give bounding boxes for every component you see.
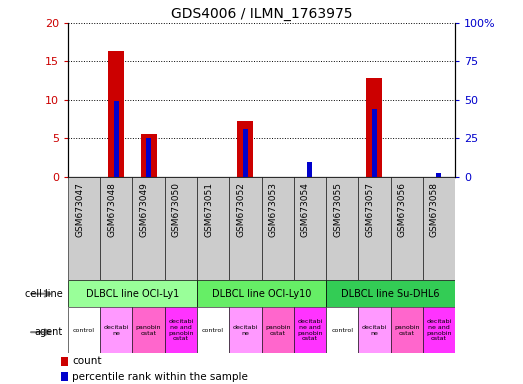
Bar	[366, 78, 382, 177]
Text: decitabi
ne and
panobin
ostat: decitabi ne and panobin ostat	[297, 319, 323, 341]
Bar	[326, 280, 455, 307]
Bar	[358, 307, 391, 353]
Text: GSM673053: GSM673053	[269, 182, 278, 237]
Text: DLBCL line OCI-Ly10: DLBCL line OCI-Ly10	[212, 289, 311, 299]
Text: count: count	[72, 356, 102, 366]
Text: percentile rank within the sample: percentile rank within the sample	[72, 372, 248, 382]
Text: GSM673048: GSM673048	[107, 182, 116, 237]
Text: DLBCL line OCI-Ly1: DLBCL line OCI-Ly1	[86, 289, 179, 299]
Text: decitabi
ne: decitabi ne	[362, 325, 387, 336]
Bar	[68, 280, 197, 307]
Text: decitabi
ne and
panobin
ostat: decitabi ne and panobin ostat	[168, 319, 194, 341]
Text: GSM673050: GSM673050	[172, 182, 181, 237]
Bar	[391, 307, 423, 353]
Bar	[437, 173, 441, 177]
Bar	[391, 177, 423, 280]
Bar	[262, 177, 294, 280]
Bar	[294, 177, 326, 280]
Text: control: control	[331, 328, 353, 333]
Text: cell line: cell line	[25, 289, 63, 299]
Bar	[197, 177, 229, 280]
Text: agent: agent	[35, 327, 63, 337]
Bar	[423, 177, 455, 280]
Bar	[326, 177, 358, 280]
Bar	[197, 307, 229, 353]
Text: GSM673057: GSM673057	[366, 182, 374, 237]
Bar	[326, 307, 358, 353]
Text: GSM673051: GSM673051	[204, 182, 213, 237]
Text: GSM673047: GSM673047	[75, 182, 84, 237]
Text: control: control	[202, 328, 224, 333]
Bar	[68, 307, 100, 353]
Text: decitabi
ne: decitabi ne	[233, 325, 258, 336]
Text: panobin
ostat: panobin ostat	[394, 325, 419, 336]
Bar	[132, 177, 165, 280]
Bar	[61, 357, 69, 366]
Title: GDS4006 / ILMN_1763975: GDS4006 / ILMN_1763975	[170, 7, 353, 21]
Text: decitabi
ne and
panobin
ostat: decitabi ne and panobin ostat	[426, 319, 452, 341]
Text: panobin
ostat: panobin ostat	[136, 325, 162, 336]
Bar	[423, 307, 455, 353]
Text: DLBCL line Su-DHL6: DLBCL line Su-DHL6	[341, 289, 440, 299]
Text: GSM673056: GSM673056	[397, 182, 407, 237]
Text: decitabi
ne: decitabi ne	[104, 325, 129, 336]
Text: control: control	[73, 328, 95, 333]
Text: GSM673049: GSM673049	[140, 182, 149, 237]
Text: panobin
ostat: panobin ostat	[265, 325, 290, 336]
Bar	[68, 177, 100, 280]
Bar	[372, 109, 377, 177]
Bar	[100, 307, 132, 353]
Bar	[197, 280, 326, 307]
Bar	[294, 307, 326, 353]
Bar	[100, 177, 132, 280]
Bar	[146, 138, 151, 177]
Bar	[165, 307, 197, 353]
Bar	[132, 307, 165, 353]
Bar	[114, 101, 119, 177]
Bar	[262, 307, 294, 353]
Text: GSM673054: GSM673054	[301, 182, 310, 237]
Text: GSM673055: GSM673055	[333, 182, 342, 237]
Bar	[358, 177, 391, 280]
Bar	[243, 129, 248, 177]
Bar	[229, 307, 262, 353]
Bar	[141, 134, 157, 177]
Text: GSM673058: GSM673058	[430, 182, 439, 237]
Bar	[229, 177, 262, 280]
Bar	[308, 162, 312, 177]
Bar	[61, 372, 69, 381]
Bar	[165, 177, 197, 280]
Text: GSM673052: GSM673052	[236, 182, 245, 237]
Bar	[108, 51, 124, 177]
Bar	[237, 121, 254, 177]
